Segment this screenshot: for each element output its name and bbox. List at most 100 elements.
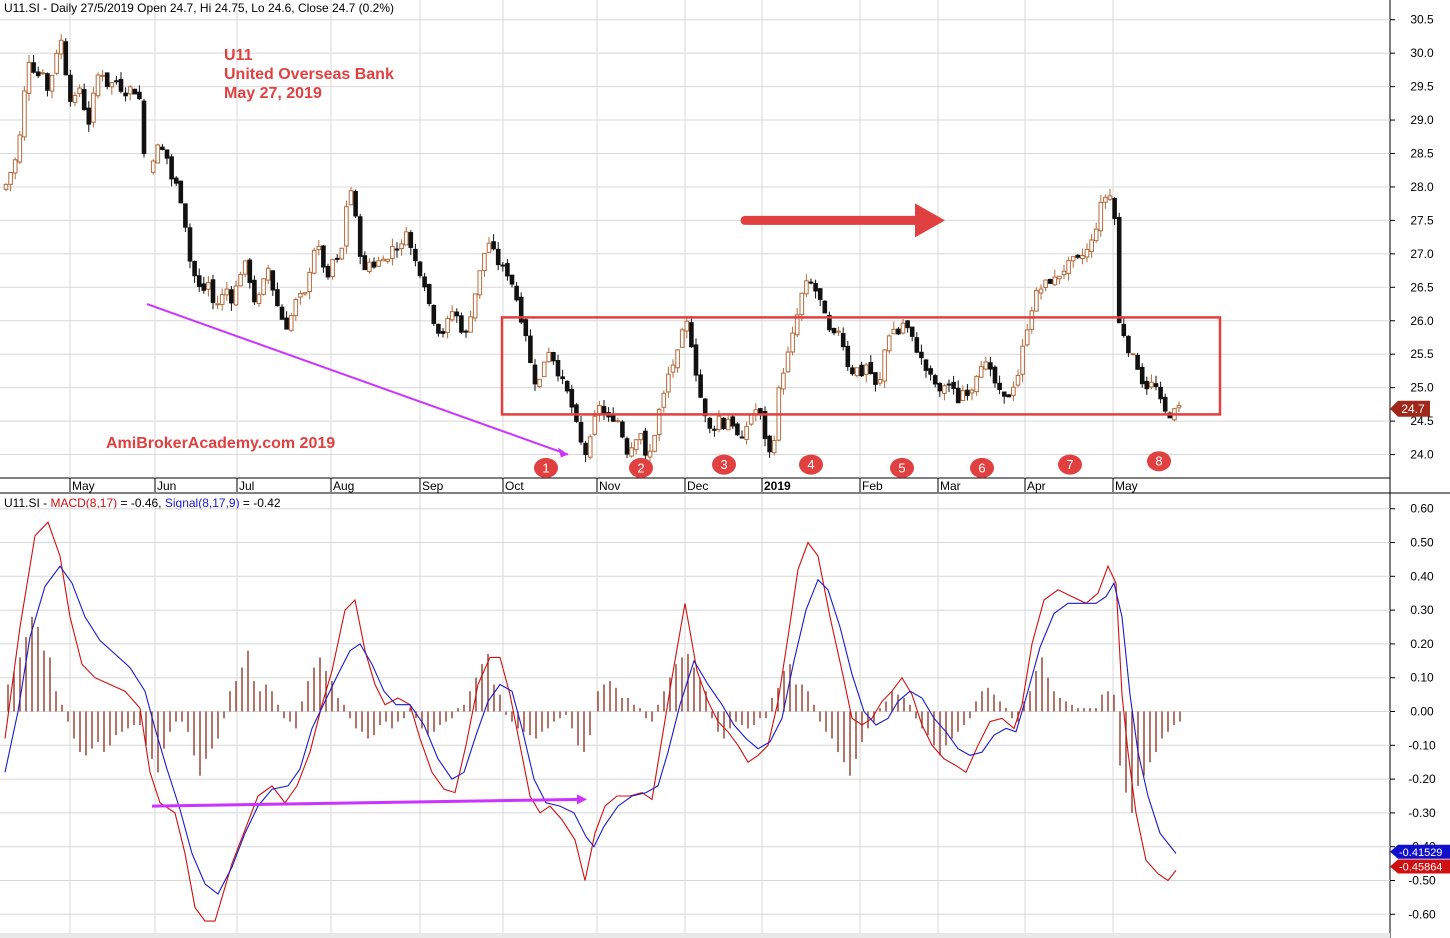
candle-body <box>104 72 110 87</box>
marker-label: 3 <box>720 457 727 472</box>
candle-body <box>1001 391 1007 397</box>
candle-body <box>91 92 96 123</box>
candle-body <box>150 160 156 173</box>
candle-body <box>666 373 671 393</box>
candle-body <box>431 304 437 324</box>
y-tick-label: 28.5 <box>1410 147 1434 161</box>
candle-body <box>422 276 427 288</box>
candle-body <box>758 408 763 415</box>
candle-body <box>1093 228 1099 242</box>
candle-body <box>495 248 501 266</box>
y-tick-label: 27.0 <box>1410 247 1434 261</box>
annotation-date: May 27, 2019 <box>224 85 322 102</box>
candle-body <box>937 382 943 392</box>
x-tick-label: Sep <box>422 479 444 493</box>
candle-body <box>482 252 487 272</box>
numbered-markers: 1 2 3 4 5 6 7 8 <box>534 451 1171 478</box>
candle-body <box>1057 275 1062 280</box>
candle-body <box>288 315 294 331</box>
candle-body <box>307 271 312 292</box>
candle-body <box>58 39 64 55</box>
candle-body <box>219 294 225 305</box>
candle-body <box>620 421 625 438</box>
candle-body <box>919 351 924 359</box>
candle-body <box>127 86 133 95</box>
candle-body <box>1149 381 1154 388</box>
candle-body <box>840 333 846 348</box>
candle-body <box>413 248 418 262</box>
candle-body <box>794 314 800 336</box>
candle-body <box>1107 195 1113 200</box>
candle-body <box>1011 386 1016 396</box>
candle-body <box>31 62 36 73</box>
candle-body <box>1135 354 1140 370</box>
candle-body <box>822 300 828 314</box>
candle-body <box>1121 323 1127 337</box>
candle-body <box>500 264 506 267</box>
candle-body <box>905 320 910 329</box>
marker-label: 6 <box>978 460 985 475</box>
marker-label: 8 <box>1155 454 1162 469</box>
x-tick-label: Oct <box>505 479 524 493</box>
y-tick-label: 30.5 <box>1410 13 1434 27</box>
candle-body <box>675 349 680 369</box>
candle-body <box>1020 345 1025 375</box>
candle-body <box>1098 201 1104 232</box>
candle-body <box>1070 256 1076 262</box>
candle-body <box>739 436 745 439</box>
macd-value-tag <box>1390 859 1450 874</box>
candle-body <box>923 359 929 371</box>
candle-body <box>551 352 556 362</box>
candle-body <box>1029 310 1035 330</box>
candle-body <box>689 322 694 348</box>
candle-body <box>781 372 786 390</box>
candle-body <box>459 315 464 333</box>
candle-body <box>505 263 510 277</box>
candle-body <box>1038 288 1044 294</box>
candle-body <box>293 298 299 317</box>
signal-value-tag <box>1390 844 1450 859</box>
candle-body <box>160 146 165 150</box>
candle-body <box>850 367 855 375</box>
candle-body <box>1043 279 1048 288</box>
candlesticks <box>3 34 1182 462</box>
marker-badge <box>970 457 994 478</box>
candle-body <box>827 314 832 331</box>
candle-body <box>951 381 956 389</box>
macd-y-tick-label: 0.30 <box>1410 603 1434 617</box>
x-tick-label: Jul <box>239 479 254 493</box>
candle-body <box>390 245 395 259</box>
candle-body <box>371 261 377 268</box>
candle-body <box>417 261 423 277</box>
candle-body <box>560 376 565 380</box>
candle-body <box>132 88 138 95</box>
candle-body <box>403 231 409 246</box>
candle-body <box>1034 289 1039 312</box>
sheet-tab-strip <box>0 933 1390 938</box>
macd-y-tick-label: -0.60 <box>1408 907 1436 921</box>
candle-body <box>725 418 731 431</box>
macd-y-tick-label: -0.30 <box>1408 806 1436 820</box>
candle-body <box>270 270 276 291</box>
candle-body <box>974 375 979 393</box>
candle-body <box>12 159 18 174</box>
candle-body <box>1130 353 1136 356</box>
candle-body <box>1047 278 1053 284</box>
candle-body <box>969 389 975 394</box>
candle-body <box>1089 239 1094 253</box>
marker-badge <box>1147 451 1171 472</box>
candle-body <box>334 257 340 260</box>
candle-body <box>233 285 239 306</box>
candle-body <box>748 414 754 425</box>
candle-body <box>896 328 901 335</box>
candle-body <box>1015 374 1021 386</box>
candle-body <box>17 134 23 163</box>
candle-body <box>247 259 253 283</box>
candle-body <box>670 364 676 373</box>
candle-body <box>486 242 492 253</box>
candle-body <box>201 283 207 291</box>
candle-body <box>40 72 46 75</box>
candle-body <box>813 282 818 292</box>
candle-body <box>578 421 584 443</box>
candle-body <box>399 243 404 249</box>
